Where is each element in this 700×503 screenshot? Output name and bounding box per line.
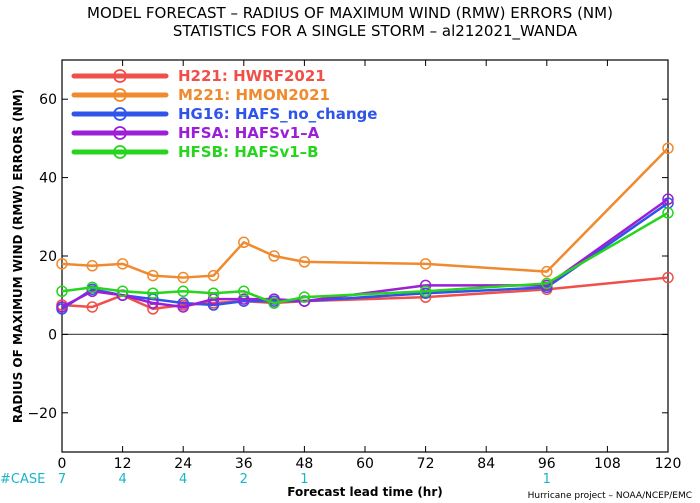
y-tick-label: −20: [27, 406, 57, 422]
case-count: 2: [240, 472, 248, 487]
x-tick-label: 60: [356, 456, 374, 472]
series-line-1: [61, 147, 669, 279]
data-point: [86, 281, 99, 294]
case-count: 4: [179, 472, 187, 487]
data-point: [238, 285, 250, 298]
legend-entry: HFSB: HAFSv1–B: [178, 143, 319, 161]
data-point: [268, 250, 280, 262]
data-point: [662, 271, 674, 284]
data-point: [86, 260, 99, 272]
data-point: [541, 265, 553, 278]
y-tick-label: 60: [39, 92, 57, 108]
x-axis-ticks: 0 12 24 36 48 60 72 84 96 108 120: [58, 60, 682, 472]
legend-entry: HG16: HAFS_no_change: [178, 105, 377, 123]
legend-swatch-marker: [113, 107, 127, 121]
credit-text: Hurricane project – NOAA/NCEP/EMC: [528, 491, 692, 501]
legend-swatch-marker: [113, 88, 127, 102]
case-count: 7: [58, 472, 66, 487]
x-tick-label: 120: [655, 456, 682, 472]
series-lines: [56, 142, 674, 315]
data-point: [56, 258, 68, 270]
x-tick-label: 36: [235, 456, 253, 472]
y-tick-label: 0: [48, 327, 57, 343]
data-point: [298, 256, 311, 268]
data-point: [56, 301, 68, 313]
data-point: [541, 277, 553, 290]
data-point: [268, 297, 280, 309]
chart-title: MODEL FORECAST – RADIUS OF MAXIMUM WIND …: [87, 4, 613, 22]
legend-entry: HFSA: HAFSv1–A: [178, 124, 320, 142]
case-label: #CASE: [0, 472, 45, 487]
data-point: [86, 301, 99, 313]
legend-swatch-marker: [113, 145, 127, 159]
chart-subtitle: STATISTICS FOR A SINGLE STORM – al212021…: [173, 22, 578, 41]
case-counts: 7 4 4 2 1 1: [58, 472, 551, 487]
data-point: [419, 285, 432, 298]
x-tick-label: 0: [58, 456, 67, 472]
data-point: [116, 285, 129, 298]
data-point: [238, 236, 250, 249]
y-axis-ticks: −20 0 20 40 60: [27, 92, 668, 422]
data-point: [177, 285, 189, 298]
data-point: [177, 271, 189, 284]
data-point: [662, 142, 674, 154]
x-tick-label: 72: [417, 456, 435, 472]
legend-swatch-marker: [113, 126, 127, 140]
y-tick-label: 40: [39, 171, 57, 187]
data-point: [177, 301, 189, 313]
y-axis-label: RADIUS OF MAXIMUM WIND (RMW) ERRORS (NM): [11, 89, 25, 423]
case-count: 4: [118, 472, 126, 487]
x-tick-label: 108: [594, 456, 621, 472]
legend-swatch-marker: [113, 69, 127, 83]
series-line-3: [61, 198, 669, 309]
x-tick-label: 96: [538, 456, 556, 472]
data-point: [662, 207, 674, 219]
data-point: [238, 293, 250, 305]
case-count: 1: [300, 472, 308, 487]
data-point: [298, 291, 311, 303]
data-point: [147, 269, 159, 282]
data-point: [56, 285, 68, 298]
series-line-4: [61, 211, 669, 305]
x-tick-label: 24: [174, 456, 192, 472]
data-point: [207, 269, 220, 282]
data-point: [419, 258, 432, 270]
x-axis-label: Forecast lead time (hr): [287, 485, 443, 499]
legend-entry: H221: HWRF2021: [178, 67, 326, 85]
legend-entry: M221: HMON2021: [178, 86, 330, 104]
data-point: [207, 287, 220, 299]
x-tick-label: 48: [295, 456, 313, 472]
data-point: [116, 258, 129, 270]
x-tick-label: 84: [477, 456, 495, 472]
case-count: 1: [543, 472, 551, 487]
data-point: [662, 193, 674, 205]
data-point: [147, 287, 159, 299]
y-tick-label: 20: [39, 249, 57, 265]
x-tick-label: 12: [114, 456, 132, 472]
